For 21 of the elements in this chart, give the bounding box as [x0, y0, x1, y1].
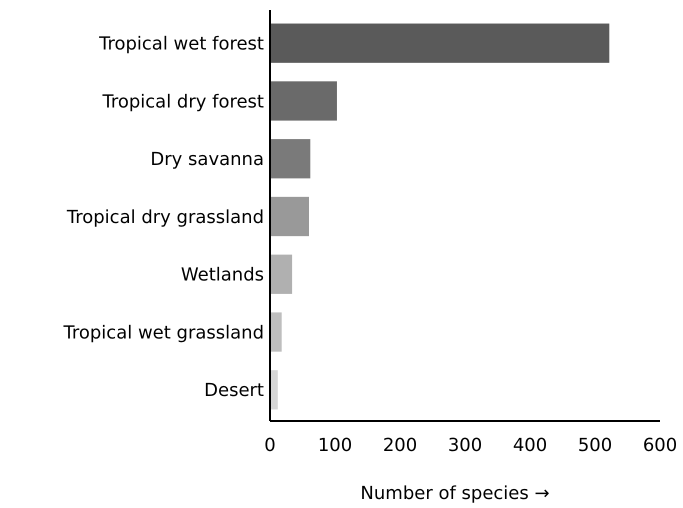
- x-tick-label: 600: [642, 435, 678, 456]
- x-axis-title: Number of species →: [360, 483, 550, 504]
- bar: [270, 254, 292, 294]
- y-tick-label: Tropical wet grassland: [62, 322, 264, 344]
- bar: [270, 24, 610, 63]
- x-tick-label: 100: [318, 435, 352, 456]
- y-tick-label: Tropical wet forest: [98, 33, 264, 54]
- bar: [270, 370, 278, 410]
- bar: [270, 81, 337, 121]
- y-tick-label: Wetlands: [180, 264, 264, 286]
- x-tick-label: 400: [512, 435, 548, 456]
- y-tick-label: Desert: [204, 380, 264, 402]
- y-tick-label: Tropical dry forest: [101, 91, 264, 112]
- y-tick-label: Dry savanna: [150, 149, 264, 170]
- bar: [270, 139, 310, 178]
- x-tick-label: 300: [448, 435, 482, 456]
- y-tick-label: Tropical dry grassland: [66, 206, 264, 228]
- x-tick-label: 200: [382, 435, 418, 456]
- bar: [270, 196, 309, 236]
- x-tick-label: 500: [578, 435, 612, 456]
- x-tick-label: 0: [264, 435, 276, 456]
